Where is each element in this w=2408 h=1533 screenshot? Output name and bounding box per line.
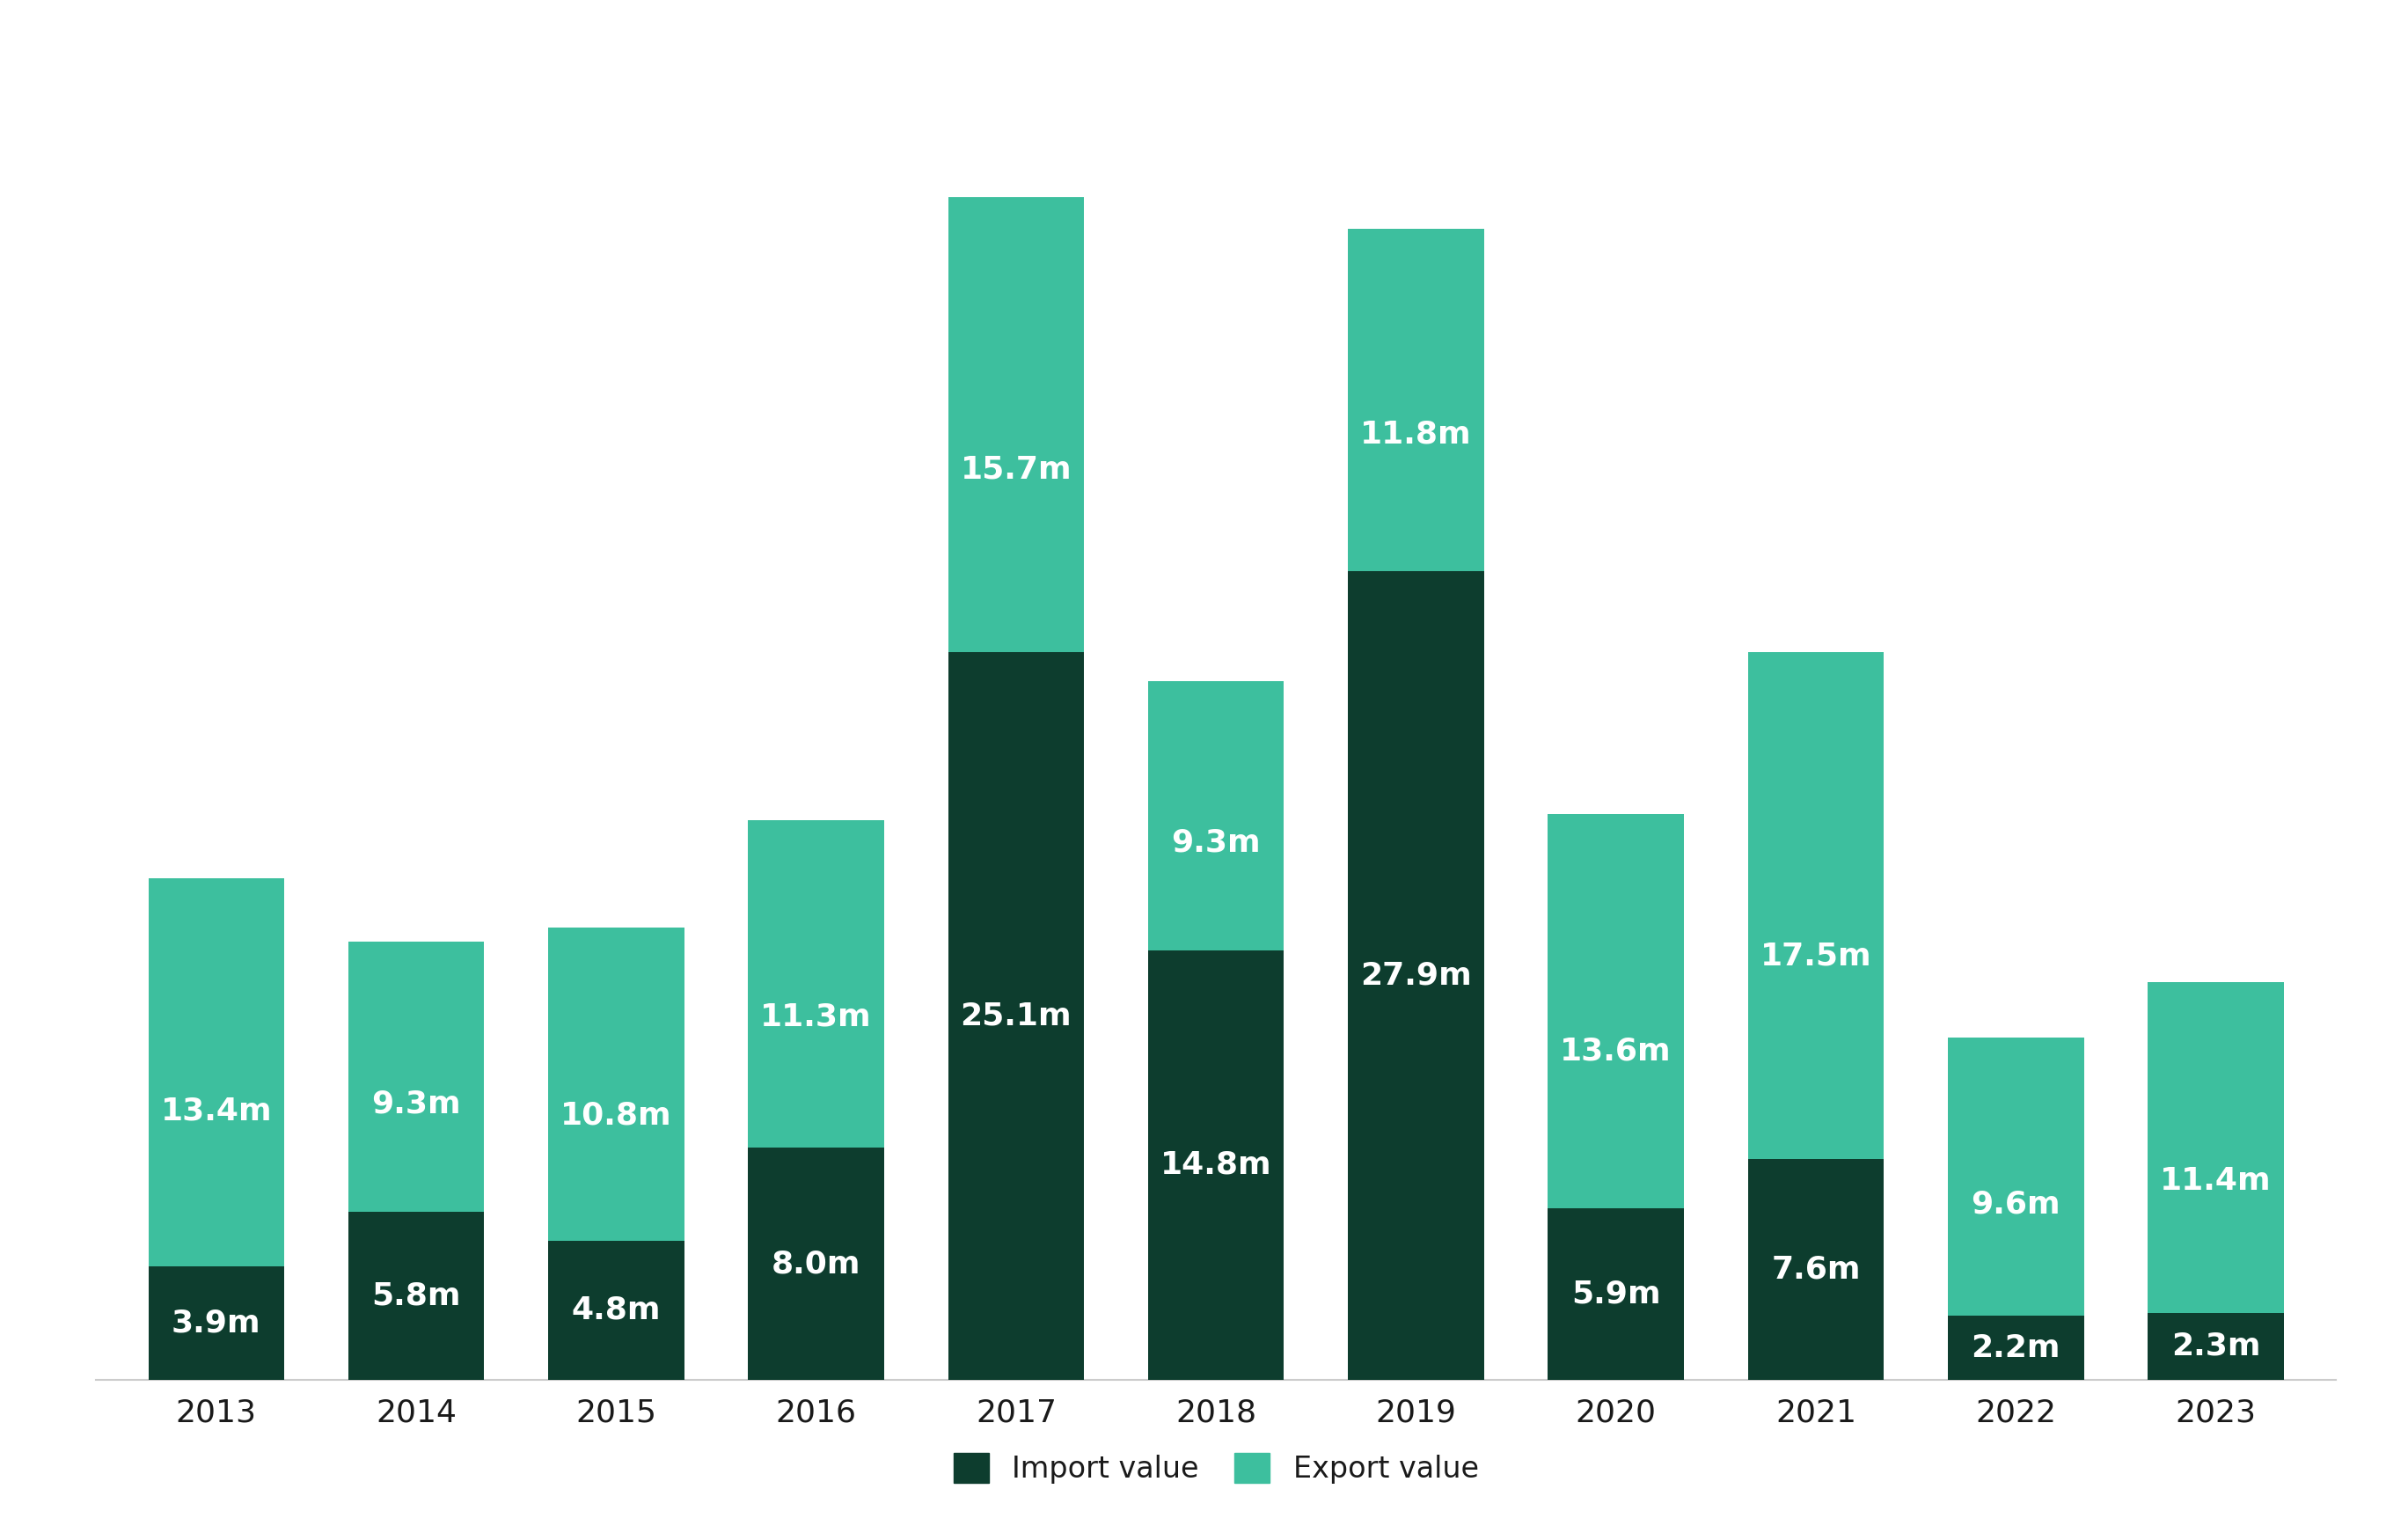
Bar <box>2148 1312 2283 1380</box>
Bar <box>349 1211 484 1380</box>
Bar <box>1548 1208 1683 1380</box>
Text: 9.3m: 9.3m <box>1170 828 1262 857</box>
Bar <box>949 196 1084 652</box>
Text: 2.3m: 2.3m <box>2172 1331 2261 1361</box>
Text: 14.8m: 14.8m <box>1161 1150 1271 1180</box>
Bar <box>1548 814 1683 1208</box>
Text: 17.5m: 17.5m <box>1760 941 1871 972</box>
Bar <box>749 820 884 1148</box>
Bar <box>549 1240 684 1380</box>
Bar <box>349 941 484 1211</box>
Text: 15.7m: 15.7m <box>961 455 1072 484</box>
Text: 25.1m: 25.1m <box>961 1001 1072 1030</box>
Bar <box>1348 570 1483 1380</box>
Bar <box>749 1148 884 1380</box>
Bar <box>149 1266 284 1380</box>
Text: 10.8m: 10.8m <box>561 1101 672 1130</box>
Text: 13.4m: 13.4m <box>161 1096 272 1127</box>
Text: 7.6m: 7.6m <box>1772 1254 1861 1285</box>
Text: 2.2m: 2.2m <box>1972 1332 2061 1363</box>
Bar <box>1149 950 1283 1380</box>
Text: 11.4m: 11.4m <box>2160 1165 2271 1196</box>
Bar <box>1948 1038 2083 1315</box>
Legend: Import value, Export value: Import value, Export value <box>939 1438 1493 1498</box>
Text: 5.9m: 5.9m <box>1572 1279 1662 1309</box>
Text: 9.3m: 9.3m <box>371 1088 460 1119</box>
Bar <box>2148 983 2283 1312</box>
Text: 13.6m: 13.6m <box>1560 1036 1671 1065</box>
Text: 11.8m: 11.8m <box>1361 419 1471 449</box>
Bar <box>949 652 1084 1380</box>
Text: 4.8m: 4.8m <box>571 1295 660 1325</box>
Bar <box>549 927 684 1240</box>
Bar <box>1948 1315 2083 1380</box>
Text: 9.6m: 9.6m <box>1972 1190 2061 1220</box>
Bar <box>1748 652 1883 1159</box>
Text: 5.8m: 5.8m <box>371 1280 460 1311</box>
Bar <box>1748 1159 1883 1380</box>
Text: 8.0m: 8.0m <box>771 1249 860 1279</box>
Bar <box>149 878 284 1266</box>
Text: 3.9m: 3.9m <box>171 1308 260 1338</box>
Text: 27.9m: 27.9m <box>1361 960 1471 990</box>
Bar <box>1348 228 1483 570</box>
Text: 11.3m: 11.3m <box>761 1001 872 1032</box>
Bar <box>1149 681 1283 950</box>
